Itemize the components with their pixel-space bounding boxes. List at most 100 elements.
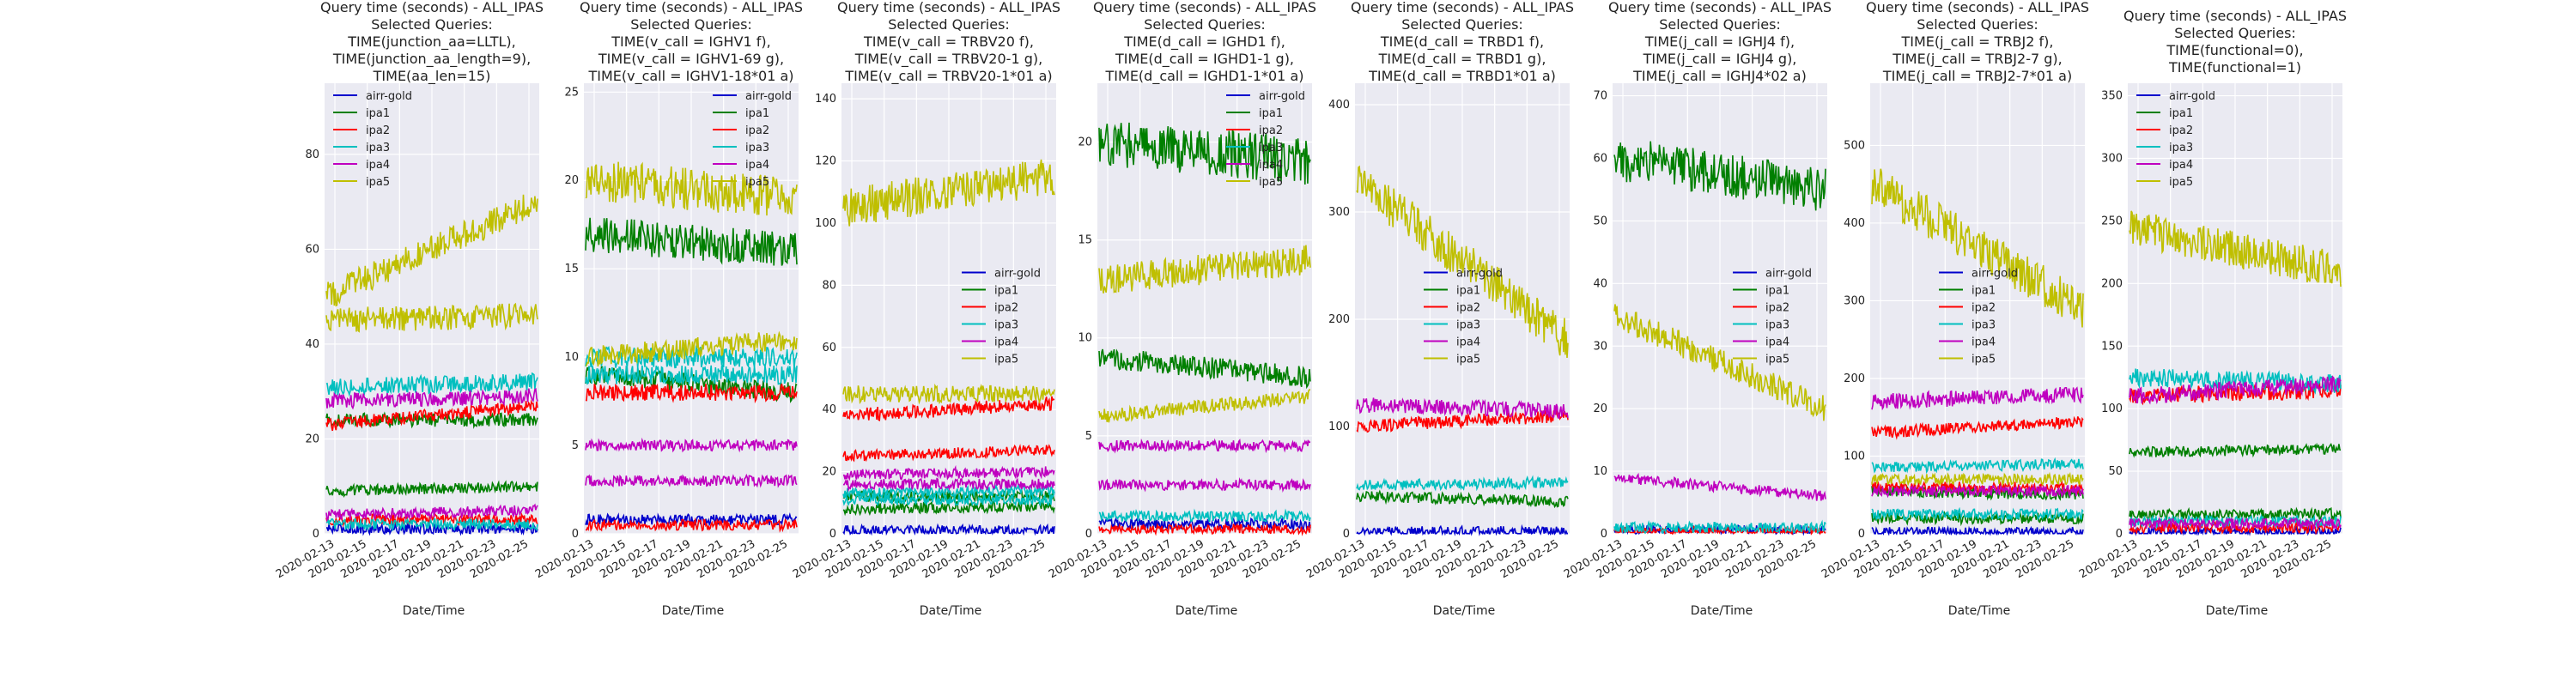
series-line-ipa5 bbox=[1098, 389, 1311, 423]
series-line-ipa3 bbox=[325, 372, 538, 397]
title-line: TIME(functional=0), bbox=[2166, 42, 2303, 58]
title-line: Query time (seconds) - ALL_IPAS bbox=[2123, 8, 2347, 25]
series-line-ipa5 bbox=[1098, 245, 1311, 294]
series-line-ipa1 bbox=[325, 480, 538, 498]
y-tick-label: 400 bbox=[1844, 217, 1865, 230]
subplot-title: Query time (seconds) - ALL_IPASSelected … bbox=[1351, 0, 1574, 85]
legend-label: ipa4 bbox=[1456, 336, 1480, 349]
y-tick-label: 25 bbox=[564, 86, 579, 99]
y-tick-label: 300 bbox=[1844, 294, 1865, 307]
subplot-title: Query time (seconds) - ALL_IPASSelected … bbox=[580, 0, 803, 85]
y-tick-label: 0 bbox=[2116, 528, 2123, 541]
x-axis-label: Date/Time bbox=[662, 604, 724, 618]
legend-label: ipa2 bbox=[366, 124, 390, 137]
legend-label: ipa3 bbox=[2169, 142, 2193, 154]
legend-label: airr-gold bbox=[1971, 268, 2018, 281]
legend-label: ipa5 bbox=[745, 176, 769, 189]
y-tick-label: 300 bbox=[2101, 153, 2123, 166]
title-line: Query time (seconds) - ALL_IPAS bbox=[1351, 0, 1574, 16]
y-tick-label: 200 bbox=[1328, 313, 1350, 326]
x-axis-label: Date/Time bbox=[2206, 604, 2268, 618]
y-tick-label: 20 bbox=[1593, 402, 1607, 415]
subplot-3: 0204060801001201402020-02-132020-02-1520… bbox=[791, 0, 1060, 618]
y-tick-label: 40 bbox=[822, 403, 836, 416]
y-tick-label: 60 bbox=[822, 342, 836, 354]
y-tick-label: 0 bbox=[1601, 528, 1607, 541]
y-tick-label: 0 bbox=[1085, 528, 1092, 541]
legend-label: ipa3 bbox=[1259, 142, 1283, 154]
legend-label: ipa3 bbox=[745, 142, 769, 154]
legend-label: airr-gold bbox=[1456, 268, 1503, 281]
series-line-ipa5 bbox=[325, 302, 538, 333]
y-tick-label: 0 bbox=[829, 528, 836, 541]
legend-label: ipa1 bbox=[1456, 285, 1480, 298]
y-tick-label: 200 bbox=[1844, 372, 1865, 385]
series-line-airr-gold bbox=[842, 523, 1055, 536]
series-line-ipa2 bbox=[842, 396, 1055, 421]
legend-label: ipa2 bbox=[994, 302, 1018, 315]
legend-label: ipa4 bbox=[1765, 336, 1789, 349]
series-line-ipa3 bbox=[842, 483, 1055, 500]
subplot-title: Query time (seconds) - ALL_IPASSelected … bbox=[320, 0, 544, 85]
series-line-ipa1 bbox=[2129, 506, 2342, 522]
series-line-airr-gold bbox=[585, 511, 798, 527]
series-line-ipa4 bbox=[842, 464, 1055, 481]
legend-label: ipa5 bbox=[366, 176, 390, 189]
series-line-ipa3 bbox=[1871, 457, 2084, 475]
legend: airr-gold ipa1 ipa2 ipa3 ipa4 ipa5 bbox=[2136, 90, 2215, 189]
title-line: TIME(v_call = TRBV20-1*01 a) bbox=[844, 68, 1052, 85]
y-tick-label: 40 bbox=[305, 338, 319, 351]
title-line: Selected Queries: bbox=[888, 16, 1010, 33]
series-line-ipa5 bbox=[1613, 304, 1826, 421]
legend-label: ipa1 bbox=[1259, 107, 1283, 120]
y-tick-label: 20 bbox=[822, 466, 836, 479]
y-tick-label: 70 bbox=[1593, 90, 1607, 103]
title-line: Query time (seconds) - ALL_IPAS bbox=[1866, 0, 2089, 16]
series-line-ipa4 bbox=[1098, 438, 1311, 454]
title-line: Selected Queries: bbox=[630, 16, 752, 33]
title-line: TIME(j_call = IGHJ4*02 a) bbox=[1632, 68, 1807, 85]
title-line: Query time (seconds) - ALL_IPAS bbox=[1608, 0, 1832, 16]
legend-label: ipa4 bbox=[366, 159, 390, 172]
legend-label: ipa3 bbox=[1971, 319, 1996, 332]
y-tick-label: 120 bbox=[815, 155, 836, 168]
legend-label: ipa1 bbox=[366, 107, 390, 120]
title-line: TIME(v_call = IGHV1-69 g), bbox=[598, 51, 784, 68]
series-line-ipa2 bbox=[1871, 415, 2084, 440]
series-line-ipa4 bbox=[842, 477, 1055, 493]
title-line: TIME(j_call = TRBJ2 f), bbox=[1901, 33, 2054, 51]
subplot-8: 0501001502002503003502020-02-132020-02-1… bbox=[2077, 8, 2347, 618]
series-line-ipa4 bbox=[2129, 516, 2342, 532]
legend-label: airr-gold bbox=[745, 90, 792, 103]
legend-label: ipa3 bbox=[366, 142, 390, 154]
series-line-ipa3 bbox=[1871, 506, 2084, 522]
y-tick-label: 20 bbox=[1078, 136, 1092, 148]
series-line-ipa5 bbox=[842, 159, 1055, 227]
y-tick-label: 5 bbox=[572, 439, 579, 452]
legend-label: ipa2 bbox=[2169, 124, 2193, 137]
y-tick-label: 5 bbox=[1085, 430, 1092, 443]
title-line: TIME(v_call = IGHV1 f), bbox=[611, 33, 771, 51]
legend-label: ipa4 bbox=[994, 336, 1018, 349]
title-line: TIME(d_call = TRBD1 f), bbox=[1380, 33, 1544, 51]
series-line-ipa4 bbox=[1613, 472, 1826, 501]
series-line-ipa5 bbox=[1871, 168, 2084, 328]
series-line-ipa1 bbox=[1356, 489, 1569, 509]
series-line-ipa2 bbox=[842, 444, 1055, 463]
legend-label: ipa2 bbox=[1765, 302, 1789, 315]
subplot-title: Query time (seconds) - ALL_IPASSelected … bbox=[1608, 0, 1832, 85]
y-tick-label: 50 bbox=[1593, 215, 1607, 227]
title-line: TIME(functional=1) bbox=[2168, 59, 2301, 76]
subplot-5: 01002003004002020-02-132020-02-152020-02… bbox=[1304, 0, 1574, 618]
y-tick-label: 50 bbox=[2108, 465, 2123, 478]
x-axis-label: Date/Time bbox=[1948, 604, 2010, 618]
y-tick-label: 80 bbox=[822, 279, 836, 292]
y-tick-label: 0 bbox=[313, 528, 319, 541]
series-line-ipa5 bbox=[1356, 165, 1569, 359]
title-line: TIME(junction_aa_length=9), bbox=[332, 51, 531, 68]
series-line-ipa3 bbox=[585, 364, 798, 385]
legend-label: ipa1 bbox=[994, 285, 1018, 298]
legend-label: airr-gold bbox=[1765, 268, 1812, 281]
title-line: TIME(d_call = IGHD1 f), bbox=[1123, 33, 1285, 51]
